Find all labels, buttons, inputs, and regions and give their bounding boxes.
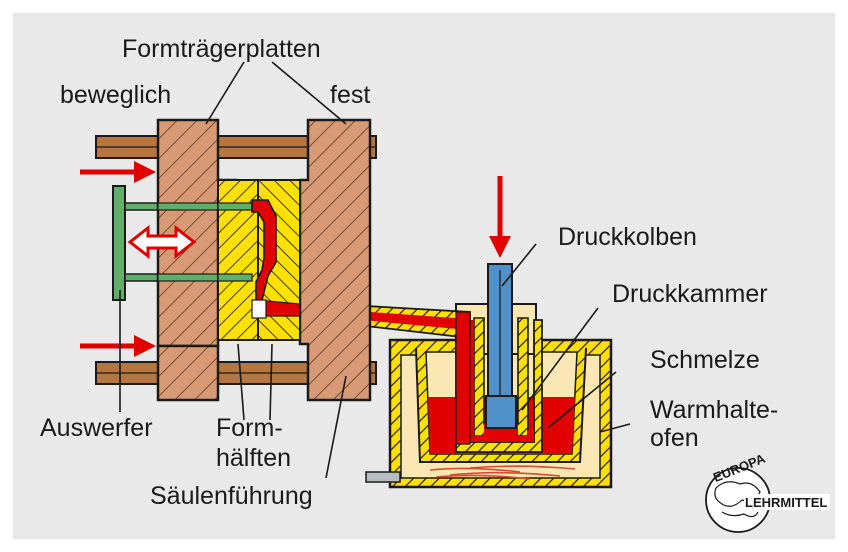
- label-saeulenfuehrung: Säulenführung: [150, 482, 313, 510]
- burner-nozzle: [365, 471, 401, 483]
- fixed-platen: [298, 118, 372, 402]
- label-form-line2: hälften: [216, 444, 291, 472]
- casting-cavity: [251, 199, 277, 301]
- label-form-line1: Form-: [216, 414, 283, 442]
- clamping-force-arrow-lower-icon: [80, 335, 156, 357]
- label-warmhalte-line1: Warmhalte-: [650, 396, 778, 424]
- label-schmelze: Schmelze: [650, 346, 760, 374]
- label-fest: fest: [330, 81, 370, 109]
- movable-platen: [156, 118, 238, 402]
- plunger-force-arrow-icon: [489, 176, 511, 258]
- mold-halves: [217, 179, 301, 341]
- logo-bottom-text: LEHRMITTEL: [745, 495, 827, 510]
- heater-strokes: [429, 465, 576, 480]
- label-druckkammer: Druckkammer: [612, 280, 768, 308]
- clamping-force-arrow-icon: [80, 161, 156, 183]
- label-formtraegerplatten: Formträgerplatten: [122, 35, 321, 63]
- label-warmhalte-line2: ofen: [650, 424, 699, 452]
- label-auswerfer: Auswerfer: [40, 414, 153, 442]
- label-beweglich: beweglich: [60, 81, 171, 109]
- label-druckkolben: Druckkolben: [558, 223, 697, 251]
- leader-lines: [119, 61, 631, 479]
- double-arrow-icon: [127, 224, 197, 260]
- plunger: [485, 263, 517, 429]
